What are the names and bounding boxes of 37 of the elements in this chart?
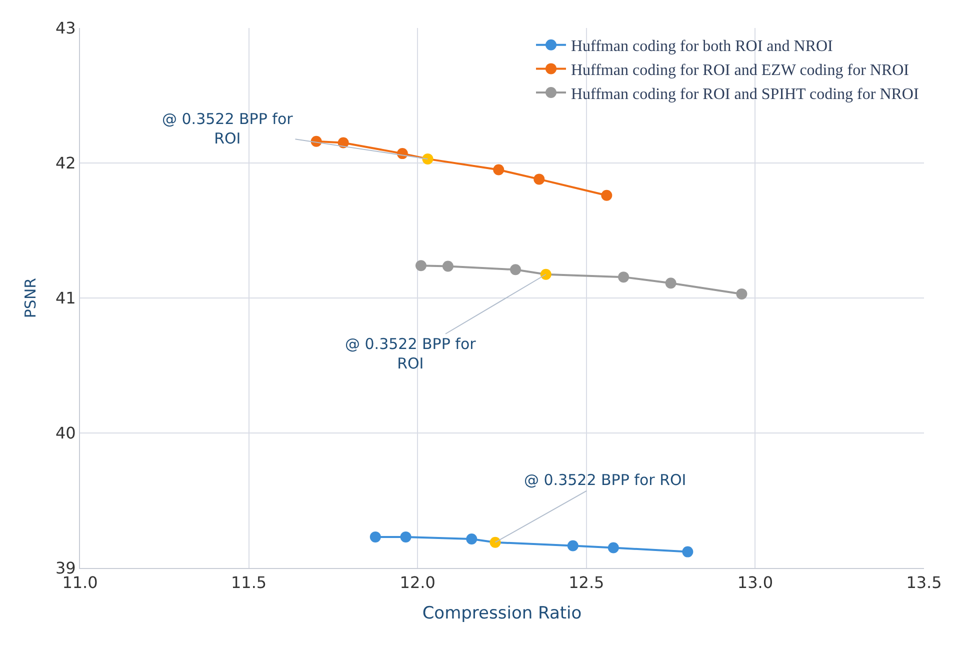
point [510,264,521,276]
point [618,272,630,283]
annotation: @ 0.3522 BPP for ROI [345,335,477,372]
y-tick-label: 42 [55,154,76,173]
x-tick-label: 13.0 [737,573,774,592]
point [415,260,426,272]
point [442,260,454,272]
x-tick-label: 12.0 [400,573,436,592]
x-tick-label: 11.5 [230,573,267,592]
point [567,540,578,552]
x-tick-label: 11.0 [62,573,98,592]
x-tick-label: 13.5 [906,573,942,592]
legend-label: Huffman coding for ROI and SPIHT coding for NROI [571,86,919,103]
point [338,137,349,148]
point [422,153,434,164]
point [601,190,612,201]
x-tick-label: 12.5 [568,573,604,592]
point [490,536,501,548]
point [534,174,545,185]
legend-label: Huffman coding for both ROI and NROI [571,38,833,56]
point [736,288,748,300]
annotation: @ 0.3522 BPP for ROI [162,110,294,148]
point [540,268,552,280]
point [608,542,619,554]
y-axis-title: PSNR [22,278,40,318]
point [400,531,412,542]
point [370,531,381,542]
point [466,533,478,544]
y-tick-label: 41 [55,288,76,308]
point [493,164,504,176]
y-tick-label: 43 [55,18,76,38]
x-axis-title: Compression Ratio [422,604,582,624]
point [665,278,676,289]
point [682,546,694,558]
y-tick-label: 40 [55,424,76,443]
annotation: @ 0.3522 BPP for ROI [524,471,686,489]
legend-label: Huffman coding for ROI and EZW coding for NROI [571,62,909,79]
